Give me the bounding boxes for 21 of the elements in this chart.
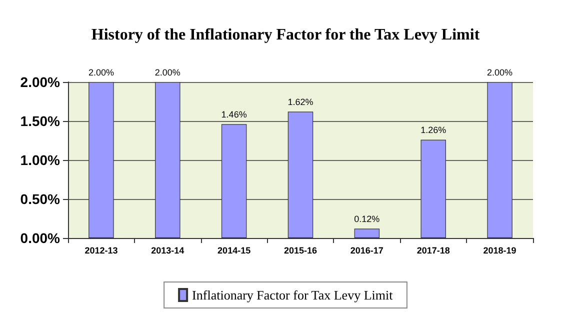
- data-label: 1.26%: [420, 125, 446, 136]
- x-tick-label: 2015-16: [284, 246, 318, 256]
- data-label: 1.62%: [288, 97, 314, 108]
- y-tick-label: 0.00%: [20, 230, 61, 246]
- y-tick-label: 0.50%: [20, 191, 61, 207]
- chart-title: History of the Inflationary Factor for the Tax Levy Limit: [91, 26, 480, 44]
- x-tick-label: 2018-19: [483, 246, 516, 256]
- legend-label: Inflationary Factor for Tax Levy Limit: [192, 288, 394, 302]
- data-label: 0.12%: [354, 214, 380, 224]
- data-label: 1.46%: [221, 110, 247, 120]
- data-label: 2.00%: [88, 68, 114, 78]
- y-tick-label: 1.00%: [20, 152, 61, 168]
- x-tick-label: 2013-14: [151, 246, 184, 256]
- data-label: 2.00%: [487, 68, 513, 78]
- y-tick-label: 1.50%: [20, 113, 61, 129]
- x-tick-label: 2014-15: [218, 246, 251, 256]
- data-label: 2.00%: [154, 68, 180, 78]
- y-tick-label: 2.00%: [20, 74, 61, 90]
- x-tick-label: 2016-17: [350, 246, 384, 256]
- x-tick-label: 2017-18: [416, 246, 450, 256]
- x-tick-label: 2012-13: [84, 246, 118, 256]
